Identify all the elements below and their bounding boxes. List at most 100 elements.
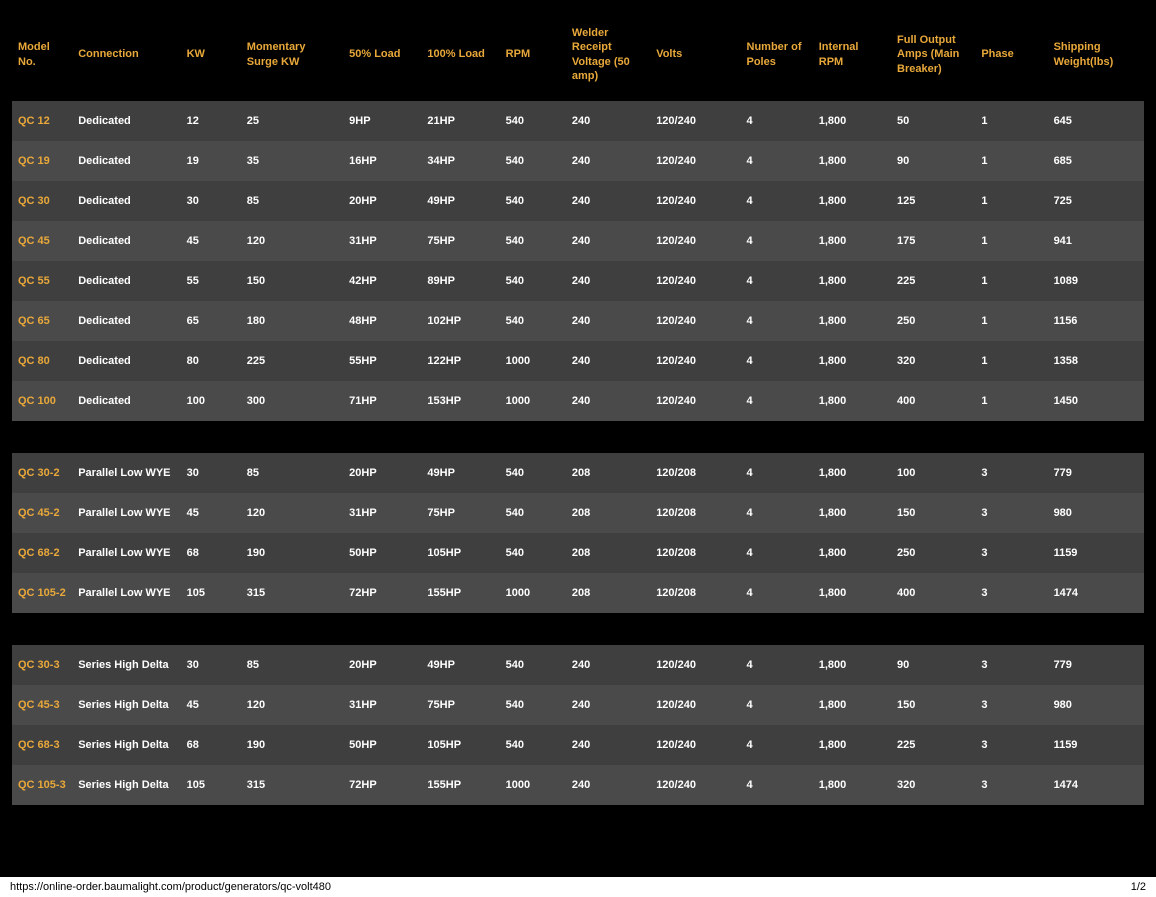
table-row: QC 105-3Series High Delta10531572HP155HP… bbox=[12, 765, 1144, 805]
data-cell: 85 bbox=[241, 453, 343, 493]
table-row: QC 12Dedicated12259HP21HP540240120/24041… bbox=[12, 101, 1144, 141]
data-cell: 540 bbox=[500, 685, 566, 725]
col-header-0: Model No. bbox=[12, 8, 72, 101]
col-header-3: Momentary Surge KW bbox=[241, 8, 343, 101]
data-cell: 1000 bbox=[500, 381, 566, 421]
data-cell: Parallel Low WYE bbox=[72, 493, 180, 533]
data-cell: 125 bbox=[891, 181, 975, 221]
data-cell: 3 bbox=[975, 533, 1047, 573]
data-cell: 320 bbox=[891, 765, 975, 805]
table-row: QC 55Dedicated5515042HP89HP540240120/240… bbox=[12, 261, 1144, 301]
data-cell: 150 bbox=[891, 493, 975, 533]
data-cell: 1,800 bbox=[813, 493, 891, 533]
table-row: QC 45Dedicated4512031HP75HP540240120/240… bbox=[12, 221, 1144, 261]
data-cell: 49HP bbox=[421, 181, 499, 221]
data-cell: 540 bbox=[500, 645, 566, 685]
data-cell: 540 bbox=[500, 221, 566, 261]
data-cell: 1,800 bbox=[813, 141, 891, 181]
table-body: QC 12Dedicated12259HP21HP540240120/24041… bbox=[12, 101, 1144, 837]
model-cell: QC 19 bbox=[12, 141, 72, 181]
table-row: QC 65Dedicated6518048HP102HP540240120/24… bbox=[12, 301, 1144, 341]
table-row: QC 19Dedicated193516HP34HP540240120/2404… bbox=[12, 141, 1144, 181]
model-cell: QC 45-3 bbox=[12, 685, 72, 725]
model-cell: QC 30-2 bbox=[12, 453, 72, 493]
data-cell: 16HP bbox=[343, 141, 421, 181]
data-cell: 1450 bbox=[1048, 381, 1144, 421]
data-cell: 190 bbox=[241, 725, 343, 765]
data-cell: 240 bbox=[566, 685, 650, 725]
data-cell: Dedicated bbox=[72, 261, 180, 301]
col-header-1: Connection bbox=[72, 8, 180, 101]
data-cell: 1,800 bbox=[813, 765, 891, 805]
group-separator bbox=[12, 421, 1144, 453]
data-cell: 240 bbox=[566, 101, 650, 141]
data-cell: 225 bbox=[891, 725, 975, 765]
spec-table: Model No.ConnectionKWMomentary Surge KW5… bbox=[12, 8, 1144, 837]
data-cell: 540 bbox=[500, 101, 566, 141]
model-cell: QC 65 bbox=[12, 301, 72, 341]
data-cell: 1,800 bbox=[813, 573, 891, 613]
data-cell: Dedicated bbox=[72, 141, 180, 181]
data-cell: 320 bbox=[891, 341, 975, 381]
data-cell: 1,800 bbox=[813, 181, 891, 221]
data-cell: 49HP bbox=[421, 645, 499, 685]
data-cell: 4 bbox=[741, 301, 813, 341]
data-cell: 120/208 bbox=[650, 573, 740, 613]
model-cell: QC 30-3 bbox=[12, 645, 72, 685]
data-cell: 150 bbox=[891, 685, 975, 725]
data-cell: 685 bbox=[1048, 141, 1144, 181]
data-cell: 30 bbox=[181, 645, 241, 685]
data-cell: Parallel Low WYE bbox=[72, 533, 180, 573]
table-row: QC 100Dedicated10030071HP153HP1000240120… bbox=[12, 381, 1144, 421]
data-cell: 45 bbox=[181, 221, 241, 261]
data-cell: 4 bbox=[741, 101, 813, 141]
data-cell: Parallel Low WYE bbox=[72, 573, 180, 613]
table-row: QC 68-3Series High Delta6819050HP105HP54… bbox=[12, 725, 1144, 765]
data-cell: 120 bbox=[241, 685, 343, 725]
data-cell: 240 bbox=[566, 381, 650, 421]
col-header-11: Full Output Amps (Main Breaker) bbox=[891, 8, 975, 101]
data-cell: 120/240 bbox=[650, 141, 740, 181]
data-cell: 105HP bbox=[421, 725, 499, 765]
model-cell: QC 105-2 bbox=[12, 573, 72, 613]
data-cell: 90 bbox=[891, 645, 975, 685]
col-header-5: 100% Load bbox=[421, 8, 499, 101]
data-cell: 120/240 bbox=[650, 101, 740, 141]
data-cell: 30 bbox=[181, 181, 241, 221]
data-cell: 65 bbox=[181, 301, 241, 341]
table-row: QC 68-2Parallel Low WYE6819050HP105HP540… bbox=[12, 533, 1144, 573]
data-cell: 48HP bbox=[343, 301, 421, 341]
model-cell: QC 30 bbox=[12, 181, 72, 221]
data-cell: 120/240 bbox=[650, 181, 740, 221]
data-cell: 1474 bbox=[1048, 573, 1144, 613]
data-cell: 155HP bbox=[421, 573, 499, 613]
data-cell: 1,800 bbox=[813, 261, 891, 301]
data-cell: 540 bbox=[500, 453, 566, 493]
data-cell: 21HP bbox=[421, 101, 499, 141]
data-cell: 4 bbox=[741, 141, 813, 181]
data-cell: 1,800 bbox=[813, 341, 891, 381]
table-row: QC 30-2Parallel Low WYE308520HP49HP54020… bbox=[12, 453, 1144, 493]
data-cell: Series High Delta bbox=[72, 725, 180, 765]
group-separator bbox=[12, 805, 1144, 837]
data-cell: Dedicated bbox=[72, 101, 180, 141]
data-cell: 180 bbox=[241, 301, 343, 341]
data-cell: 208 bbox=[566, 453, 650, 493]
data-cell: 208 bbox=[566, 493, 650, 533]
data-cell: 208 bbox=[566, 573, 650, 613]
data-cell: 50 bbox=[891, 101, 975, 141]
data-cell: 120/240 bbox=[650, 221, 740, 261]
model-cell: QC 68-2 bbox=[12, 533, 72, 573]
data-cell: 90 bbox=[891, 141, 975, 181]
data-cell: 50HP bbox=[343, 725, 421, 765]
data-cell: 3 bbox=[975, 685, 1047, 725]
table-row: QC 80Dedicated8022555HP122HP1000240120/2… bbox=[12, 341, 1144, 381]
spec-table-page: Model No.ConnectionKWMomentary Surge KW5… bbox=[0, 0, 1156, 877]
data-cell: 72HP bbox=[343, 765, 421, 805]
data-cell: Dedicated bbox=[72, 301, 180, 341]
data-cell: 1 bbox=[975, 141, 1047, 181]
data-cell: 1 bbox=[975, 381, 1047, 421]
data-cell: 150 bbox=[241, 261, 343, 301]
data-cell: 80 bbox=[181, 341, 241, 381]
data-cell: 50HP bbox=[343, 533, 421, 573]
